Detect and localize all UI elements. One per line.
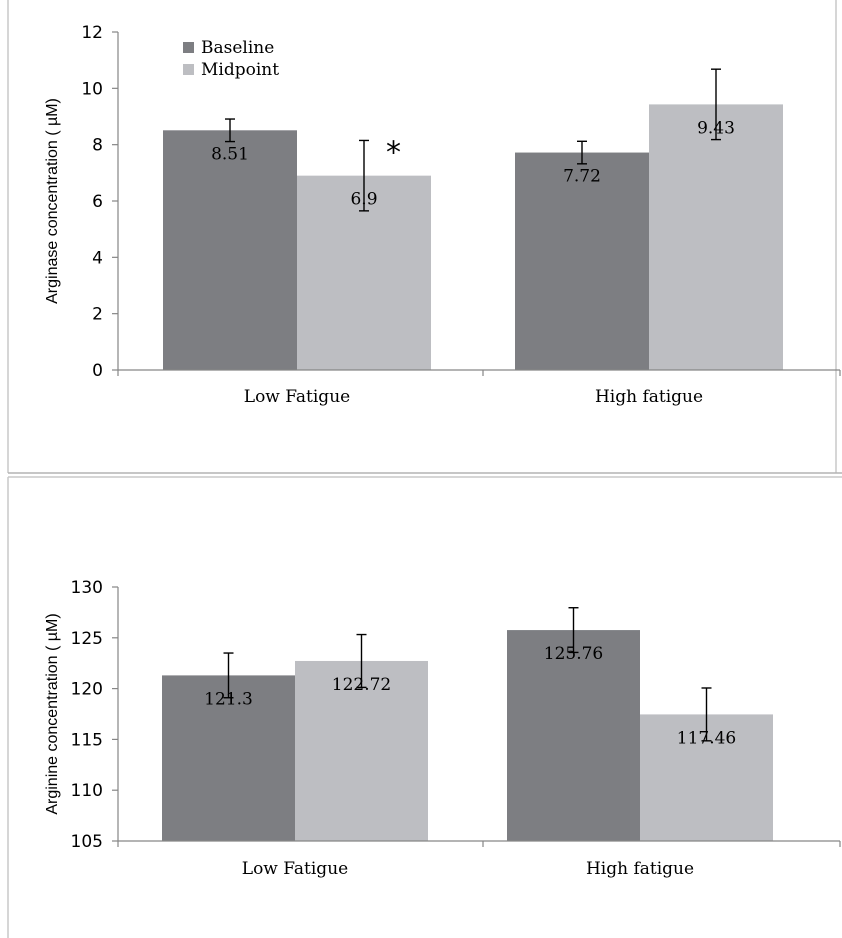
y-axis-title: Arginine concentration ( µM) — [44, 613, 61, 814]
bar-series-2-low-fatigue — [295, 660, 428, 841]
y-tick-label: 12 — [81, 23, 103, 43]
bar-series-1-high-fatigue — [507, 630, 640, 841]
x-tick-label: High fatigue — [595, 387, 703, 407]
y-tick-label: 120 — [71, 680, 103, 700]
y-tick-label: 8 — [92, 136, 103, 156]
y-tick-label: 0 — [92, 361, 103, 381]
y-tick-label: 105 — [71, 832, 103, 852]
bar-series-1-low-fatigue — [162, 675, 295, 841]
data-label: 9.43 — [697, 118, 735, 138]
legend-swatch — [183, 42, 194, 53]
y-tick-label: 125 — [71, 629, 103, 649]
y-tick-label: 6 — [92, 192, 103, 212]
bar-baseline-low-fatigue — [163, 130, 297, 370]
y-tick-label: 2 — [92, 305, 103, 325]
y-tick-label: 110 — [71, 781, 103, 801]
y-axis-title: Arginase concentration ( µM) — [44, 98, 61, 304]
legend-swatch — [183, 64, 194, 75]
data-label: 6.9 — [350, 190, 377, 210]
significance-marker: * — [386, 135, 401, 170]
bar-midpoint-high-fatigue — [649, 104, 783, 370]
data-label: 8.51 — [211, 144, 249, 164]
legend-entry: Baseline — [201, 38, 274, 58]
data-label: 122.72 — [332, 675, 391, 695]
legend-entry: Midpoint — [201, 60, 279, 80]
bar-baseline-high-fatigue — [515, 152, 649, 370]
data-label: 121.3 — [204, 689, 253, 709]
y-tick-label: 4 — [92, 248, 103, 268]
data-label: 125.76 — [544, 644, 603, 664]
y-tick-label: 130 — [71, 578, 103, 598]
data-label: 7.72 — [563, 167, 601, 187]
data-label: 117.46 — [677, 728, 736, 748]
y-tick-label: 115 — [71, 730, 103, 750]
x-tick-label: Low Fatigue — [242, 859, 348, 879]
y-tick-label: 10 — [81, 79, 103, 99]
x-tick-label: High fatigue — [586, 859, 694, 879]
x-tick-label: Low Fatigue — [244, 387, 350, 407]
